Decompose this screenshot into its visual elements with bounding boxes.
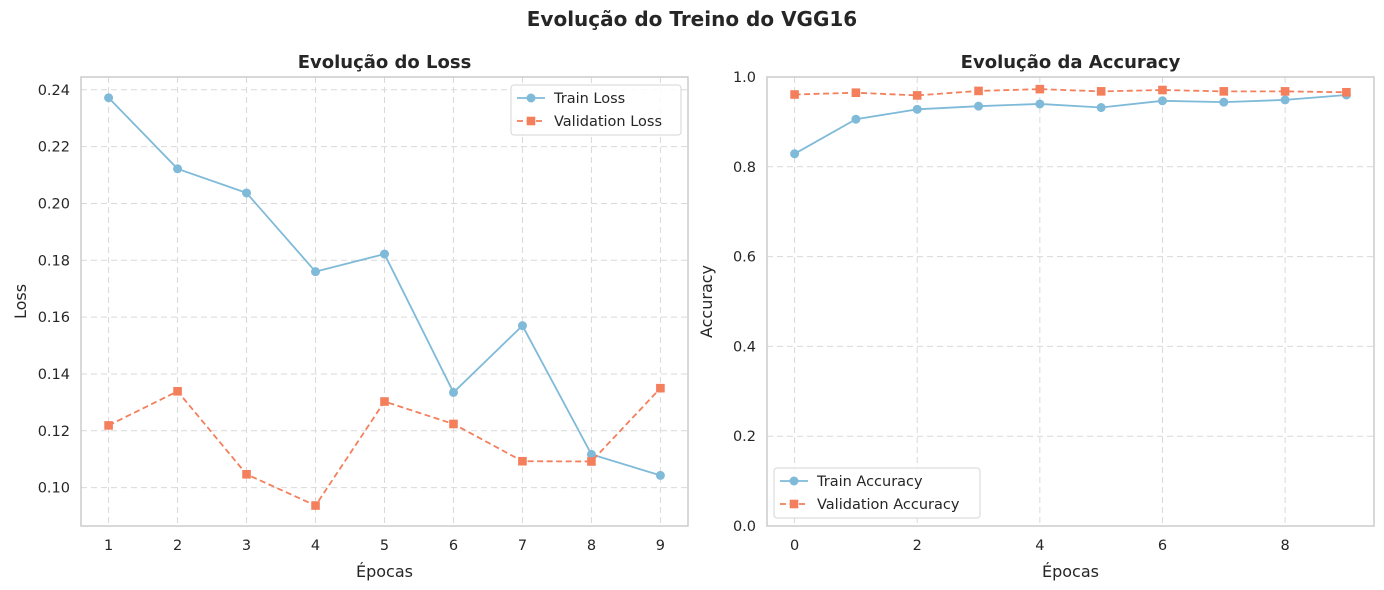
axes-frame [766,76,1375,527]
loss-chart-title: Evolução do Loss [298,52,472,73]
y-tick-label: 0.20 [38,196,70,212]
loss-chart: 1 2 3 4 5 6 7 8 9 0.10 0.12 0.14 0.16 0.18 0.20 0.22 0.2… [11,52,689,581]
validation-loss-point [242,469,251,479]
y-tick-label: 0.0 [733,519,756,535]
validation-accuracy-point [1219,87,1229,96]
validation-accuracy-point [1280,87,1290,96]
x-tick-label: 3 [242,538,251,554]
x-axis-label: Épocas [356,562,413,581]
x-tick-label: 4 [1035,538,1044,554]
y-tick-label: 0.2 [733,429,756,445]
train-loss-point [311,267,321,277]
validation-loss-point [587,457,596,466]
y-axis-label: Accuracy [697,265,716,338]
legend-box [773,467,981,519]
validation-accuracy-line [794,88,1347,97]
y-axis-label: Loss [11,284,30,319]
x-tick-label: 6 [1158,538,1167,554]
y-tick-label: 0.6 [733,250,756,266]
x-tick-label: 7 [518,538,527,554]
train-loss-point [104,93,114,103]
axes-frame [80,76,689,527]
legend-label: Validation Accuracy [817,497,960,513]
validation-accuracy-point [790,90,799,99]
train-loss-point [655,470,665,480]
validation-loss-point [656,383,665,393]
y-tick-label: 0.8 [733,160,756,176]
legend-square-marker [526,116,536,126]
validation-accuracy-point [851,88,861,98]
train-accuracy-point [1157,96,1167,106]
legend-label: Train Loss [553,91,625,107]
legend-label: Train Accuracy [816,474,923,490]
legend-label: Validation Loss [554,114,662,130]
validation-accuracy-point [1096,87,1106,96]
y-tick-label: 0.18 [38,253,70,269]
train-accuracy-point [851,114,861,124]
train-accuracy-point [1280,95,1290,105]
train-accuracy-point [1219,97,1229,107]
x-tick-label: 5 [380,538,389,554]
y-tick-label: 0.12 [38,424,70,440]
accuracy-legend: Train Accuracy Validation Accuracy [773,467,981,519]
figure-title: Evolução do Treino do VGG16 [527,7,857,31]
x-tick-label: 2 [913,538,922,554]
train-accuracy-point [1096,103,1106,113]
train-accuracy-point [912,104,922,114]
y-tick-label: 0.24 [38,83,70,99]
validation-accuracy-point [912,91,922,100]
x-tick-label: 1 [104,538,113,554]
train-accuracy-point [790,149,800,159]
train-accuracy-line [794,94,1347,155]
train-loss-point [448,387,458,397]
train-loss-point [517,321,527,331]
validation-accuracy-point [974,86,983,96]
legend-square-marker [789,499,799,509]
validation-accuracy-point [1035,84,1045,94]
validation-accuracy-point [1342,87,1351,97]
y-tick-label: 0.16 [38,310,70,326]
validation-accuracy-point [1158,85,1167,95]
validation-loss-point [311,501,320,510]
train-accuracy-point [1035,99,1045,109]
validation-loss-point [518,456,527,466]
y-tick-label: 0.10 [38,481,70,497]
validation-loss-point [104,421,113,430]
y-tick-label: 0.14 [38,367,70,383]
loss-legend: Train Loss Validation Loss [510,84,682,136]
validation-loss-point [380,397,389,406]
x-tick-label: 6 [449,538,458,554]
plot-area [767,77,1374,526]
legend-circle-marker [789,476,799,486]
y-tick-label: 1.0 [733,70,756,86]
x-tick-label: 9 [656,538,665,554]
train-loss-point [242,188,252,198]
legend-box [510,84,682,136]
train-loss-point [173,164,183,174]
validation-loss-point [173,387,182,396]
train-accuracy-point [974,101,984,111]
accuracy-chart-title: Evolução da Accuracy [961,52,1181,73]
x-tick-label: 8 [1280,538,1289,554]
x-tick-label: 2 [173,538,182,554]
train-loss-point [586,449,596,459]
accuracy-chart: 0 2 4 6 8 0.0 0.2 0.4 0.6 0.8 1.0 Evolução da Accur… [697,52,1375,581]
x-tick-label: 0 [790,538,799,554]
train-loss-point [380,249,389,259]
y-tick-label: 0.4 [733,339,756,355]
legend-circle-marker [526,93,536,103]
x-tick-label: 8 [587,538,596,554]
validation-loss-point [449,419,458,429]
x-axis-label: Épocas [1042,562,1099,581]
x-tick-label: 4 [311,538,320,554]
y-tick-label: 0.22 [38,140,70,156]
